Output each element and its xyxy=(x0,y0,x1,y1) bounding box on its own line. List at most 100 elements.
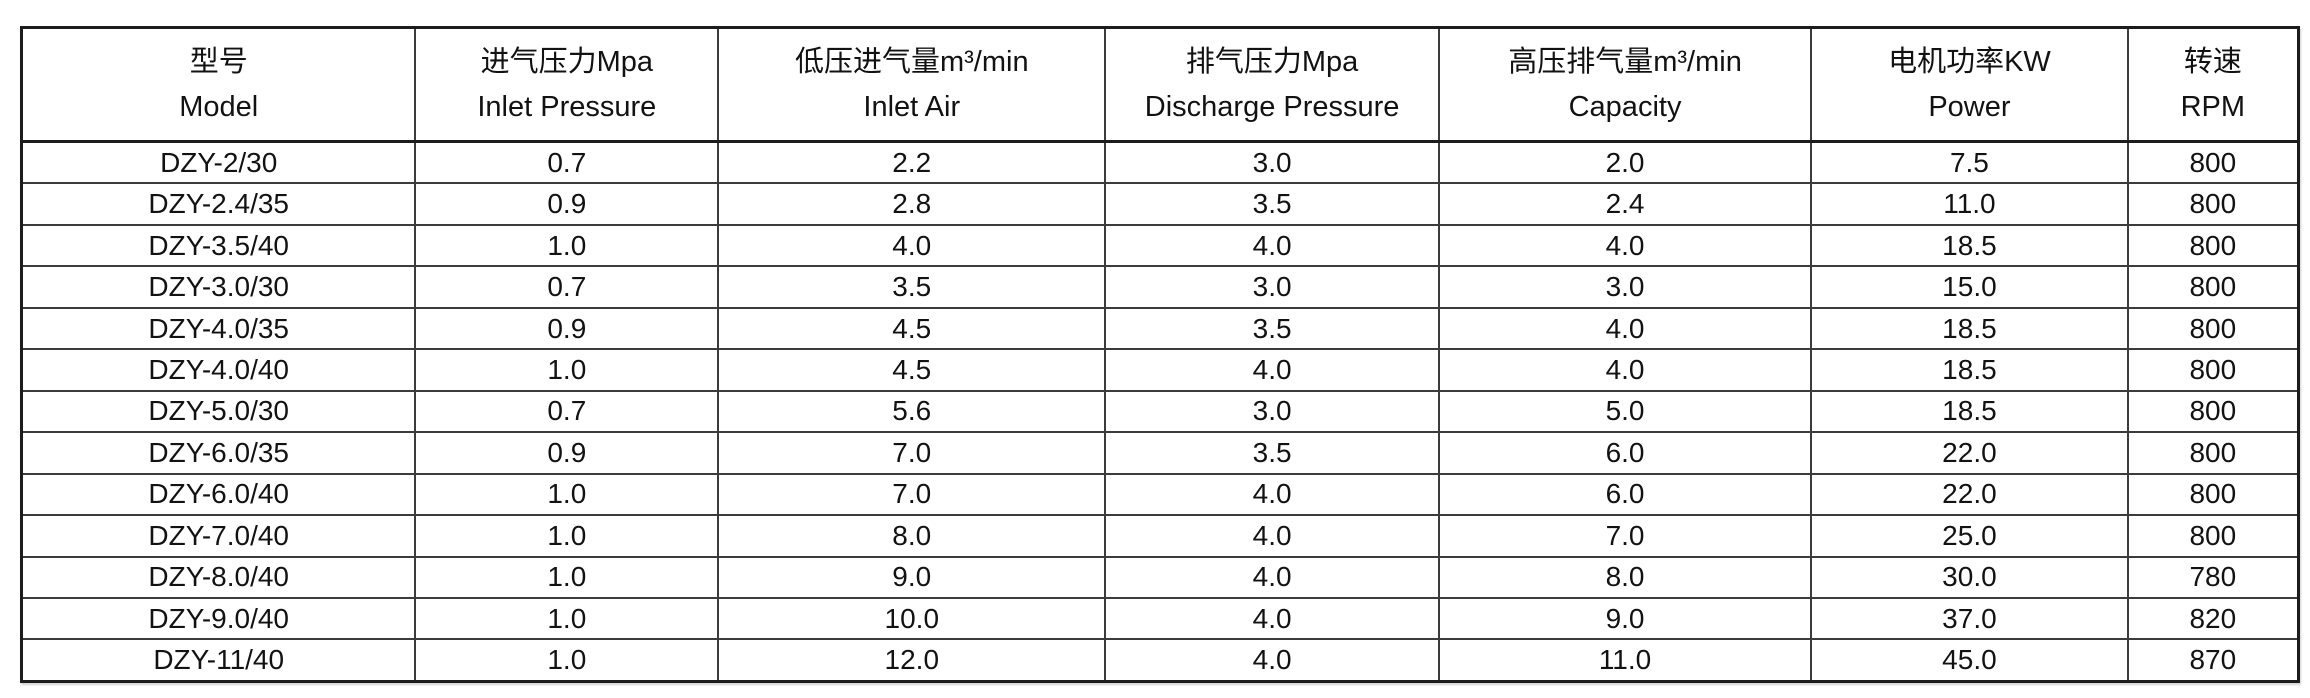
power-cell: 45.0 xyxy=(1810,638,2129,683)
inlet-pressure-cell: 0.9 xyxy=(414,306,720,351)
model-cell: DZY-7.0/40 xyxy=(20,514,417,558)
inlet-air-cell: 2.2 xyxy=(717,140,1107,185)
inlet-pressure-cell: 1.0 xyxy=(414,597,720,641)
rpm-cell: 800 xyxy=(2126,223,2300,268)
inlet-air-cell: 7.0 xyxy=(717,431,1107,475)
rpm-cell: 800 xyxy=(2126,348,2300,392)
discharge-pressure-cell: 3.5 xyxy=(1104,306,1440,351)
rpm-cell: 800 xyxy=(2126,389,2300,434)
discharge-pressure-cell: 3.5 xyxy=(1104,182,1440,226)
model-cell: DZY-3.5/40 xyxy=(20,223,417,268)
rpm-cell: 780 xyxy=(2126,555,2300,600)
model-cell: DZY-11/40 xyxy=(20,638,417,683)
table-row: DZY-4.0/35 0.9 4.5 3.5 4.0 18.5 800 xyxy=(20,306,2300,351)
capacity-cell: 4.0 xyxy=(1437,348,1813,392)
inlet-air-cell: 3.5 xyxy=(717,265,1107,309)
inlet-pressure-cell: 1.0 xyxy=(414,472,720,517)
column-header-model: 型号 Model xyxy=(20,26,417,143)
model-cell: DZY-5.0/30 xyxy=(20,389,417,434)
header-label-en: Capacity xyxy=(1568,90,1682,123)
header-label-zh: 型号 xyxy=(189,45,248,78)
table-row: DZY-4.0/40 1.0 4.5 4.0 4.0 18.5 800 xyxy=(20,348,2300,392)
discharge-pressure-cell: 4.0 xyxy=(1104,223,1440,268)
rpm-cell: 800 xyxy=(2126,306,2300,351)
table-row: DZY-8.0/40 1.0 9.0 4.0 8.0 30.0 780 xyxy=(20,555,2300,600)
capacity-cell: 2.4 xyxy=(1437,182,1813,226)
power-cell: 30.0 xyxy=(1810,555,2129,600)
capacity-cell: 2.0 xyxy=(1437,140,1813,185)
inlet-air-cell: 8.0 xyxy=(717,514,1107,558)
capacity-cell: 8.0 xyxy=(1437,555,1813,600)
inlet-pressure-cell: 1.0 xyxy=(414,514,720,558)
inlet-air-cell: 4.0 xyxy=(717,223,1107,268)
discharge-pressure-cell: 3.0 xyxy=(1104,389,1440,434)
capacity-cell: 9.0 xyxy=(1437,597,1813,641)
header-label-en: Discharge Pressure xyxy=(1144,90,1400,123)
header-label-en: Power xyxy=(1928,90,2011,123)
power-cell: 25.0 xyxy=(1810,514,2129,558)
power-cell: 22.0 xyxy=(1810,431,2129,475)
rpm-cell: 800 xyxy=(2126,431,2300,475)
model-cell: DZY-3.0/30 xyxy=(20,265,417,309)
inlet-pressure-cell: 1.0 xyxy=(414,348,720,392)
model-cell: DZY-6.0/35 xyxy=(20,431,417,475)
inlet-air-cell: 4.5 xyxy=(717,348,1107,392)
capacity-cell: 5.0 xyxy=(1437,389,1813,434)
table-row: DZY-11/40 1.0 12.0 4.0 11.0 45.0 870 xyxy=(20,638,2300,683)
model-cell: DZY-8.0/40 xyxy=(20,555,417,600)
capacity-cell: 6.0 xyxy=(1437,472,1813,517)
header-label-en: Inlet Pressure xyxy=(477,90,657,123)
column-header-inlet-pressure: 进气压力Mpa Inlet Pressure xyxy=(414,26,720,143)
model-cell: DZY-6.0/40 xyxy=(20,472,417,517)
power-cell: 18.5 xyxy=(1810,223,2129,268)
table-row: DZY-2.4/35 0.9 2.8 3.5 2.4 11.0 800 xyxy=(20,182,2300,226)
capacity-cell: 4.0 xyxy=(1437,223,1813,268)
rpm-cell: 800 xyxy=(2126,514,2300,558)
power-cell: 18.5 xyxy=(1810,306,2129,351)
table-row: DZY-6.0/35 0.9 7.0 3.5 6.0 22.0 800 xyxy=(20,431,2300,475)
capacity-cell: 11.0 xyxy=(1437,638,1813,683)
power-cell: 18.5 xyxy=(1810,389,2129,434)
inlet-air-cell: 7.0 xyxy=(717,472,1107,517)
capacity-cell: 7.0 xyxy=(1437,514,1813,558)
power-cell: 15.0 xyxy=(1810,265,2129,309)
spec-table-container: 型号 Model 进气压力Mpa Inlet Pressure 低压进气量m³/… xyxy=(20,26,2300,683)
rpm-cell: 870 xyxy=(2126,638,2300,683)
inlet-pressure-cell: 0.7 xyxy=(414,265,720,309)
inlet-pressure-cell: 0.7 xyxy=(414,389,720,434)
inlet-pressure-cell: 1.0 xyxy=(414,638,720,683)
inlet-pressure-cell: 0.9 xyxy=(414,182,720,226)
discharge-pressure-cell: 3.0 xyxy=(1104,265,1440,309)
header-label-zh: 电机功率KW xyxy=(1888,45,2051,78)
discharge-pressure-cell: 4.0 xyxy=(1104,597,1440,641)
header-row: 型号 Model 进气压力Mpa Inlet Pressure 低压进气量m³/… xyxy=(20,26,2300,143)
header-label-en: Inlet Air xyxy=(863,90,961,123)
discharge-pressure-cell: 4.0 xyxy=(1104,555,1440,600)
column-header-power: 电机功率KW Power xyxy=(1810,26,2129,143)
column-header-inlet-air: 低压进气量m³/min Inlet Air xyxy=(717,26,1107,143)
inlet-pressure-cell: 1.0 xyxy=(414,223,720,268)
column-header-capacity: 高压排气量m³/min Capacity xyxy=(1437,26,1813,143)
discharge-pressure-cell: 4.0 xyxy=(1104,348,1440,392)
discharge-pressure-cell: 3.0 xyxy=(1104,140,1440,185)
rpm-cell: 800 xyxy=(2126,472,2300,517)
model-cell: DZY-2/30 xyxy=(20,140,417,185)
rpm-cell: 800 xyxy=(2126,140,2300,185)
header-label-zh: 低压进气量m³/min xyxy=(794,45,1029,78)
header-label-en: RPM xyxy=(2180,90,2246,123)
table-header: 型号 Model 进气压力Mpa Inlet Pressure 低压进气量m³/… xyxy=(20,26,2300,143)
capacity-cell: 4.0 xyxy=(1437,306,1813,351)
inlet-air-cell: 5.6 xyxy=(717,389,1107,434)
inlet-air-cell: 4.5 xyxy=(717,306,1107,351)
header-label-zh: 进气压力Mpa xyxy=(480,45,654,78)
power-cell: 18.5 xyxy=(1810,348,2129,392)
power-cell: 7.5 xyxy=(1810,140,2129,185)
rpm-cell: 800 xyxy=(2126,265,2300,309)
inlet-pressure-cell: 0.9 xyxy=(414,431,720,475)
discharge-pressure-cell: 4.0 xyxy=(1104,514,1440,558)
power-cell: 11.0 xyxy=(1810,182,2129,226)
table-row: DZY-7.0/40 1.0 8.0 4.0 7.0 25.0 800 xyxy=(20,514,2300,558)
model-cell: DZY-2.4/35 xyxy=(20,182,417,226)
inlet-pressure-cell: 0.7 xyxy=(414,140,720,185)
column-header-rpm: 转速 RPM xyxy=(2126,26,2300,143)
